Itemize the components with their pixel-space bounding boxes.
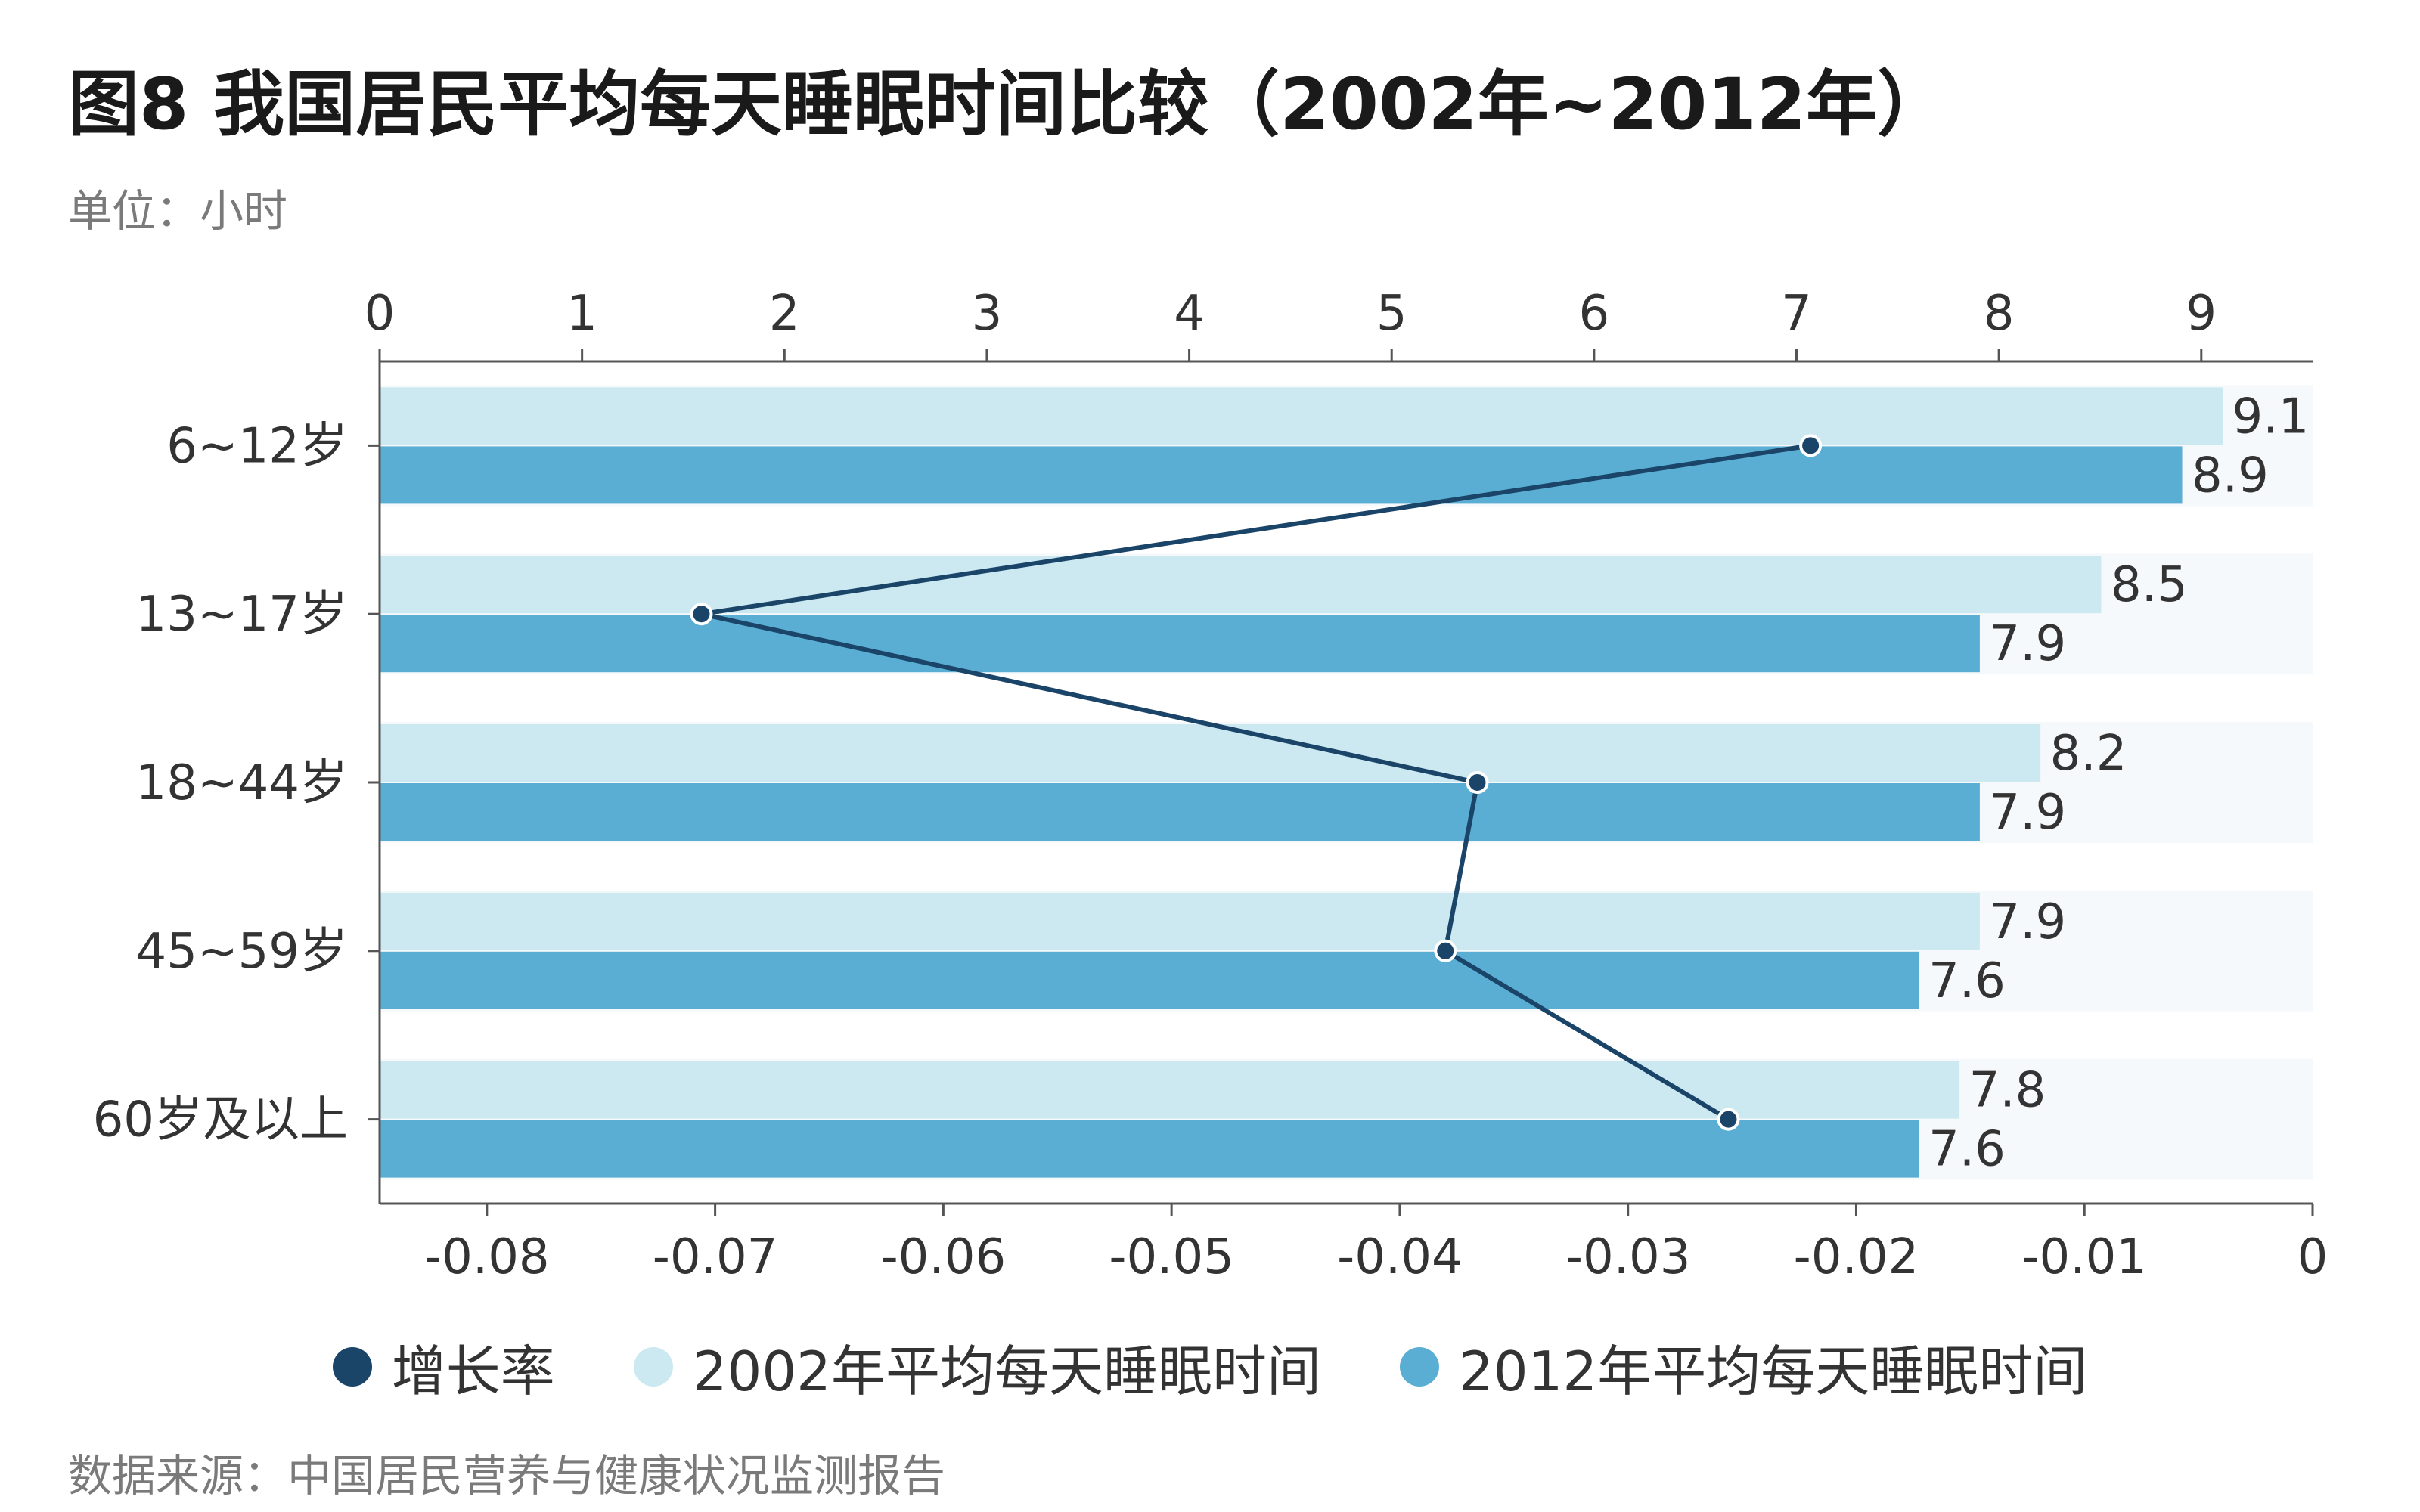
- category-label: 18~44岁: [136, 755, 349, 811]
- legend-item-2002: 2002年平均每天睡眠时间: [634, 1327, 1321, 1406]
- growth-point: [1801, 435, 1820, 455]
- bottom-axis-tick-label: -0.03: [1565, 1229, 1691, 1285]
- category-label: 45~59岁: [136, 924, 349, 980]
- top-axis-tick-label: 8: [1984, 286, 2015, 342]
- bar-2002: [381, 893, 1980, 950]
- bar-2012: [381, 783, 1980, 841]
- top-axis-tick-label: 4: [1174, 286, 1205, 342]
- bottom-axis-tick-label: -0.01: [2021, 1229, 2147, 1285]
- top-axis-tick-label: 5: [1376, 286, 1407, 342]
- data-label: 7.6: [1928, 1122, 2006, 1178]
- bottom-axis-tick-label: -0.02: [1794, 1229, 1919, 1285]
- data-label: 7.6: [1928, 953, 2006, 1009]
- top-axis-tick-label: 0: [365, 286, 396, 342]
- bottom-axis-tick-label: -0.07: [653, 1229, 778, 1285]
- data-label: 7.9: [1989, 894, 2066, 950]
- growth-point: [1718, 1110, 1738, 1129]
- legend-item-2012: 2012年平均每天睡眠时间: [1400, 1327, 2087, 1406]
- top-axis-tick-label: 6: [1579, 286, 1610, 342]
- legend-item-growth: 增长率: [333, 1327, 555, 1406]
- top-axis-tick-label: 7: [1781, 286, 1812, 342]
- bottom-axis-tick-label: -0.05: [1109, 1229, 1234, 1285]
- growth-point: [1435, 941, 1455, 961]
- data-label: 7.9: [1989, 785, 2066, 841]
- legend-label-growth: 增长率: [392, 1327, 555, 1406]
- data-label: 8.9: [2192, 448, 2269, 503]
- category-label: 6~12岁: [166, 418, 348, 474]
- bottom-axis-tick-label: -0.04: [1337, 1229, 1463, 1285]
- top-axis-tick-label: 1: [566, 286, 597, 342]
- legend-swatch-2002: [634, 1347, 673, 1387]
- source-note: 数据来源：中国居民营养与健康状况监测报告: [68, 1440, 945, 1504]
- bottom-axis-tick-label: -0.08: [424, 1229, 550, 1285]
- bottom-axis-tick-label: 0: [2297, 1229, 2328, 1285]
- data-label: 7.8: [1969, 1063, 2046, 1119]
- legend: 增长率 2002年平均每天睡眠时间 2012年平均每天睡眠时间: [0, 1327, 2420, 1406]
- top-axis-tick-label: 3: [972, 286, 1003, 342]
- bar-2002: [381, 724, 2041, 782]
- legend-swatch-growth: [333, 1347, 372, 1387]
- data-label: 8.5: [2111, 557, 2188, 613]
- legend-swatch-2012: [1400, 1347, 1439, 1387]
- data-label: 7.9: [1989, 616, 2066, 672]
- category-label: 60岁及以上: [93, 1092, 348, 1148]
- growth-point: [691, 604, 711, 624]
- top-axis-tick-label: 9: [2186, 286, 2217, 342]
- bar-2012: [381, 1120, 1919, 1178]
- category-label: 13~17岁: [136, 587, 349, 643]
- bar-2002: [381, 387, 2223, 445]
- legend-label-2012: 2012年平均每天睡眠时间: [1459, 1327, 2087, 1406]
- bar-2012: [381, 952, 1919, 1009]
- growth-point: [1468, 773, 1488, 792]
- bar-2012: [381, 615, 1980, 672]
- data-label: 8.2: [2050, 726, 2127, 782]
- data-label: 9.1: [2232, 389, 2310, 445]
- bottom-axis-tick-label: -0.06: [881, 1229, 1007, 1285]
- top-axis-tick-label: 2: [769, 286, 800, 342]
- bar-2002: [381, 556, 2102, 613]
- legend-label-2002: 2002年平均每天睡眠时间: [693, 1327, 1321, 1406]
- bar-2012: [381, 446, 2183, 503]
